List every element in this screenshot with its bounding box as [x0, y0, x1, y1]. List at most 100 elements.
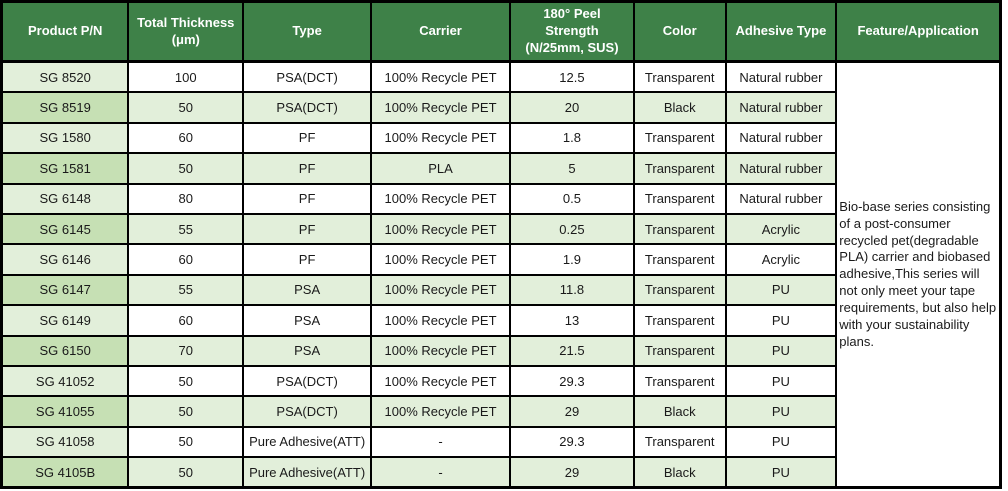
cell-color: Transparent	[632, 182, 727, 215]
table-row: SG 41055 50 PSA(DCT) 100% Recycle PET 29 Blac…	[0, 395, 1001, 428]
cell-peel-strength: 1.8	[509, 121, 635, 155]
cell-color: Transparent	[632, 425, 727, 459]
cell-product-pn: SG 6148	[0, 182, 130, 215]
cell-product-pn: SG 4105B	[0, 456, 130, 489]
cell-adhesive-type: Natural rubber	[724, 182, 838, 215]
table-row: SG 6149 60 PSA 100% Recycle PET 13 Transparen…	[0, 304, 1001, 337]
cell-peel-strength: 29	[509, 456, 635, 489]
table-row: SG 4105B 50 Pure Adhesive(ATT) -29 Black PU	[0, 456, 1001, 489]
table-header-row: Product P/N Total Thickness (μm) Type Ca…	[0, 0, 1002, 63]
cell-product-pn: SG 6149	[0, 304, 130, 337]
table-row: SG 8519 50 PSA(DCT) 100% Recycle PET 20 Black…	[0, 91, 1001, 124]
cell-type: PF	[242, 182, 373, 215]
cell-total-thickness: 70	[127, 334, 245, 367]
cell-peel-strength: 20	[509, 91, 635, 124]
cell-product-pn: SG 6145	[0, 212, 130, 246]
cell-peel-strength: 12.5	[509, 60, 635, 94]
cell-carrier: 100% Recycle PET	[370, 395, 512, 428]
cell-total-thickness: 50	[127, 364, 245, 398]
table-row: SG 6150 70 PSA 100% Recycle PET 21.5 Transpar…	[0, 334, 1001, 367]
cell-color: Transparent	[632, 273, 727, 307]
cell-type: Pure Adhesive(ATT)	[242, 456, 373, 489]
cell-carrier: 100% Recycle PET	[370, 364, 512, 398]
cell-type: Pure Adhesive(ATT)	[242, 425, 373, 459]
table-row: SG 6148 80 PF 100% Recycle PET 0.5 Transparen…	[0, 182, 1001, 215]
cell-total-thickness: 50	[127, 425, 245, 459]
cell-total-thickness: 60	[127, 243, 245, 276]
cell-peel-strength: 29.3	[509, 425, 635, 459]
cell-total-thickness: 60	[127, 304, 245, 337]
cell-carrier: 100% Recycle PET	[370, 212, 512, 246]
cell-color: Black	[632, 395, 727, 428]
cell-color: Transparent	[632, 334, 727, 367]
cell-product-pn: SG 1581	[0, 152, 130, 185]
cell-adhesive-type: Natural rubber	[724, 60, 838, 94]
cell-carrier: 100% Recycle PET	[370, 91, 512, 124]
cell-color: Black	[632, 91, 727, 124]
cell-adhesive-type: PU	[724, 456, 838, 489]
table-row: SG 41058 50 Pure Adhesive(ATT) -29.3 Transpa…	[0, 425, 1001, 459]
header-color: Color	[632, 0, 727, 63]
header-carrier: Carrier	[370, 0, 512, 63]
cell-type: PSA(DCT)	[242, 395, 373, 428]
cell-peel-strength: 0.25	[509, 212, 635, 246]
cell-total-thickness: 100	[127, 60, 245, 94]
cell-type: PSA(DCT)	[242, 91, 373, 124]
header-total-thickness: Total Thickness (μm)	[127, 0, 245, 63]
cell-color: Transparent	[632, 121, 727, 155]
cell-color: Transparent	[632, 152, 727, 185]
cell-carrier: PLA	[370, 152, 512, 185]
cell-type: PSA	[242, 304, 373, 337]
cell-total-thickness: 60	[127, 121, 245, 155]
cell-type: PF	[242, 152, 373, 185]
cell-product-pn: SG 6150	[0, 334, 130, 367]
cell-product-pn: SG 41052	[0, 364, 130, 398]
cell-peel-strength: 0.5	[509, 182, 635, 215]
cell-adhesive-type: Natural rubber	[724, 121, 838, 155]
cell-carrier: 100% Recycle PET	[370, 243, 512, 276]
cell-carrier: -	[370, 425, 512, 459]
cell-color: Transparent	[632, 364, 727, 398]
cell-adhesive-type: PU	[724, 364, 838, 398]
cell-carrier: 100% Recycle PET	[370, 182, 512, 215]
cell-carrier: 100% Recycle PET	[370, 334, 512, 367]
cell-carrier: 100% Recycle PET	[370, 60, 512, 94]
header-peel-strength: 180° Peel Strength (N/25mm, SUS)	[509, 0, 635, 63]
table-row: SG 1580 60 PF 100% Recycle PET 1.8 Transparen…	[0, 121, 1001, 155]
cell-type: PSA	[242, 273, 373, 307]
cell-adhesive-type: Natural rubber	[724, 152, 838, 185]
cell-peel-strength: 21.5	[509, 334, 635, 367]
cell-total-thickness: 80	[127, 182, 245, 215]
cell-adhesive-type: PU	[724, 304, 838, 337]
cell-product-pn: SG 41055	[0, 395, 130, 428]
cell-product-pn: SG 6146	[0, 243, 130, 276]
cell-product-pn: SG 6147	[0, 273, 130, 307]
header-product-pn: Product P/N	[0, 0, 130, 63]
cell-carrier: 100% Recycle PET	[370, 273, 512, 307]
cell-type: PF	[242, 243, 373, 276]
cell-peel-strength: 29	[509, 395, 635, 428]
cell-color: Transparent	[632, 243, 727, 276]
table-row: SG 1581 50 PF PLA 5 Transparent Natural rubber	[0, 152, 1001, 185]
cell-adhesive-type: PU	[724, 334, 838, 367]
cell-total-thickness: 50	[127, 91, 245, 124]
cell-type: PF	[242, 121, 373, 155]
table-row: SG 6146 60 PF 100% Recycle PET 1.9 Transparen…	[0, 243, 1001, 276]
cell-type: PF	[242, 212, 373, 246]
cell-peel-strength: 1.9	[509, 243, 635, 276]
cell-total-thickness: 50	[127, 395, 245, 428]
cell-type: PSA	[242, 334, 373, 367]
cell-color: Transparent	[632, 60, 727, 94]
cell-adhesive-type: Natural rubber	[724, 91, 838, 124]
cell-total-thickness: 55	[127, 273, 245, 307]
cell-type: PSA(DCT)	[242, 364, 373, 398]
header-adhesive-type: Adhesive Type	[724, 0, 838, 63]
table-row: SG 41052 50 PSA(DCT) 100% Recycle PET 29.3 Tr…	[0, 364, 1001, 398]
table-row: SG 6145 55 PF 100% Recycle PET 0.25 Transpare…	[0, 212, 1001, 246]
cell-carrier: 100% Recycle PET	[370, 304, 512, 337]
cell-peel-strength: 5	[509, 152, 635, 185]
header-type: Type	[242, 0, 373, 63]
cell-adhesive-type: Acrylic	[724, 243, 838, 276]
